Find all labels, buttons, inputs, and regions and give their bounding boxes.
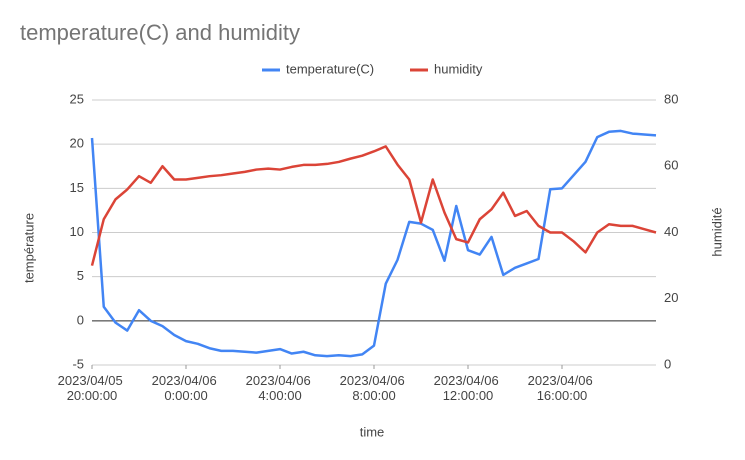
- x-tick-label-time: 0:00:00: [164, 388, 207, 403]
- x-tick-label-date: 2023/04/06: [434, 373, 503, 388]
- y-tick-label: 10: [70, 224, 84, 239]
- x-tick-label-time: 4:00:00: [258, 388, 301, 403]
- series-line: [90, 129, 657, 358]
- y-tick-label: 20: [70, 136, 84, 151]
- y2-tick-label: 80: [664, 91, 678, 106]
- y-tick-label: -5: [72, 356, 84, 371]
- x-tick-label-time: 8:00:00: [352, 388, 395, 403]
- y-tick-label: 25: [70, 91, 84, 106]
- x-axis-title: time: [360, 424, 385, 439]
- legend-label: temperature(C): [286, 61, 374, 76]
- y-tick-label: 0: [77, 312, 84, 327]
- y-tick-label: 15: [70, 180, 84, 195]
- x-tick-label-date: 2023/04/06: [246, 373, 315, 388]
- legend-label: humidity: [434, 61, 483, 76]
- y2-tick-label: 20: [664, 290, 678, 305]
- y2-axis-title: humidité: [709, 207, 724, 256]
- y-tick-label: 5: [77, 268, 84, 283]
- y2-tick-label: 60: [664, 158, 678, 173]
- x-tick-label: 2023/04/06 12:00:00: [434, 373, 503, 403]
- x-tick-label-date: 2023/04/06: [152, 373, 221, 388]
- x-tick-label-time: 12:00:00: [443, 388, 494, 403]
- y2-tick-label: 0: [664, 356, 671, 371]
- x-tick-label-time: 16:00:00: [537, 388, 588, 403]
- series-line: [90, 145, 657, 266]
- x-tick-label: 2023/04/06 0:00:00: [152, 373, 221, 403]
- x-tick-label: 2023/04/06 16:00:00: [528, 373, 597, 403]
- x-tick-label-date: 2023/04/05: [58, 373, 127, 388]
- x-tick-label-date: 2023/04/06: [340, 373, 409, 388]
- chart-title: temperature(C) and humidity: [20, 20, 300, 45]
- x-tick-label-time: 20:00:00: [67, 388, 118, 403]
- x-tick-label: 2023/04/06 8:00:00: [340, 373, 409, 403]
- x-tick-label: 2023/04/06 4:00:00: [246, 373, 315, 403]
- y-axis-title: température: [21, 213, 36, 283]
- x-tick-label: 2023/04/05 20:00:00: [58, 373, 127, 403]
- x-tick-label-date: 2023/04/06: [528, 373, 597, 388]
- y2-tick-label: 40: [664, 224, 678, 239]
